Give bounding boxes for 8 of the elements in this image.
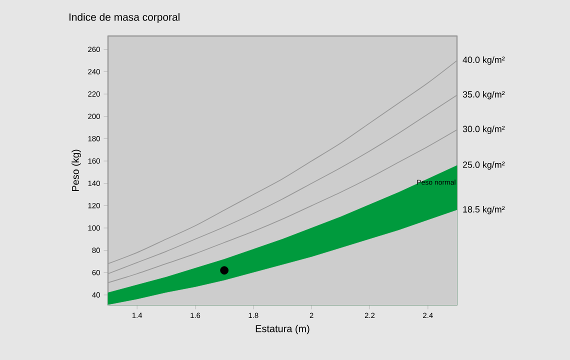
y-axis-title: Peso (kg) (72, 150, 81, 192)
series-label: 40.0 kg/m² (462, 56, 505, 65)
series-label: 35.0 kg/m² (462, 90, 505, 100)
series-label: 25.0 kg/m² (462, 161, 505, 170)
chart-title: Indice de masa corporal (69, 13, 180, 23)
series-label: 30.0 kg/m² (462, 126, 505, 134)
x-axis-title: Estatura (m) (256, 324, 310, 334)
series-label: 18.5 kg/m² (463, 206, 505, 214)
